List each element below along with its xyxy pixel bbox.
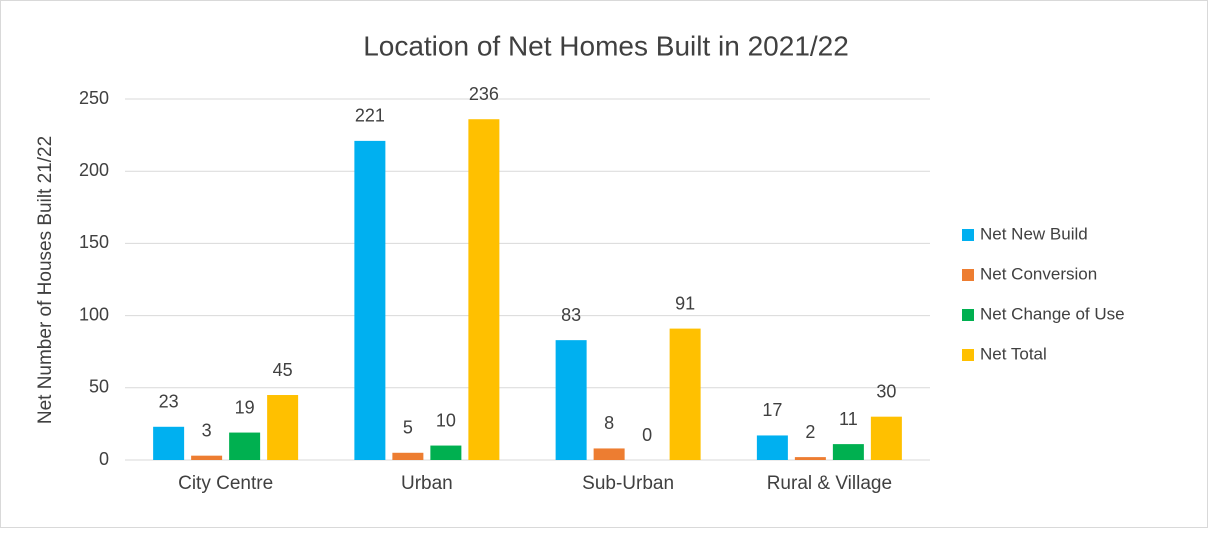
y-tick-label: 50	[89, 377, 109, 397]
bar	[392, 452, 424, 460]
data-label: 0	[642, 425, 652, 445]
y-axis-label: Net Number of Houses Built 21/22	[35, 136, 56, 424]
data-label: 8	[604, 413, 614, 433]
bar	[669, 328, 701, 460]
data-label: 17	[762, 400, 782, 420]
legend-label: Net Total	[980, 344, 1047, 363]
x-tick-label: Urban	[401, 473, 453, 494]
y-tick-label: 100	[79, 304, 109, 324]
data-label: 3	[202, 420, 212, 440]
legend-swatch	[962, 349, 974, 361]
bar	[555, 340, 587, 460]
bar	[870, 416, 902, 460]
legend-swatch	[962, 229, 974, 241]
bar	[794, 457, 826, 460]
data-label: 10	[436, 410, 456, 430]
data-label: 2	[805, 422, 815, 442]
bar	[153, 426, 185, 460]
bar	[267, 395, 299, 460]
data-label: 83	[561, 305, 581, 325]
data-label: 45	[273, 360, 293, 380]
bar	[832, 444, 864, 460]
legend-swatch	[962, 309, 974, 321]
data-label: 19	[235, 397, 255, 417]
y-tick-label: 150	[79, 232, 109, 252]
data-label: 23	[159, 392, 179, 412]
bar	[354, 140, 386, 460]
x-tick-label: Sub-Urban	[582, 473, 674, 494]
x-tick-label: City Centre	[178, 473, 273, 494]
legend-swatch	[962, 269, 974, 281]
data-label: 221	[355, 106, 385, 126]
chart-title: Location of Net Homes Built in 2021/22	[363, 30, 849, 61]
y-tick-label: 250	[79, 88, 109, 108]
bar	[756, 435, 788, 460]
x-tick-label: Rural & Village	[767, 473, 892, 494]
data-label: 91	[675, 293, 695, 313]
legend-label: Net Change of Use	[980, 304, 1125, 323]
bar	[191, 455, 223, 460]
bar	[593, 448, 625, 460]
bar	[229, 432, 261, 460]
y-tick-label: 0	[99, 449, 109, 469]
legend-label: Net New Build	[980, 224, 1088, 243]
bar	[430, 445, 462, 460]
data-label: 236	[469, 84, 499, 104]
data-label: 11	[839, 409, 858, 429]
bar	[468, 119, 500, 460]
data-label: 30	[876, 381, 896, 401]
y-tick-label: 200	[79, 160, 109, 180]
legend-label: Net Conversion	[980, 264, 1097, 283]
data-label: 5	[403, 418, 413, 438]
